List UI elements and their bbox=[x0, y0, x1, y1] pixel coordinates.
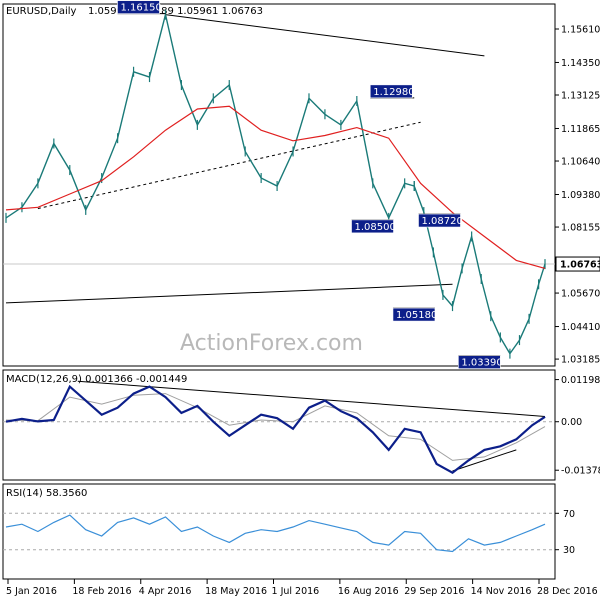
price-y-tick-label: 1.10640 bbox=[561, 157, 600, 168]
x-tick-label: 16 Aug 2016 bbox=[338, 586, 399, 597]
current-price-box bbox=[555, 256, 600, 272]
price-callouts: 1.16150 1.12980 1.08500 1.08720 1.05180 1.033… bbox=[117, 0, 503, 369]
ohlc-label: 1.05998 1.07189 1.05961 1.06763 bbox=[88, 6, 263, 17]
callout-box bbox=[392, 307, 436, 322]
rsi-y-tick-label: 30 bbox=[563, 545, 575, 556]
watermark: ActionForex.com bbox=[180, 331, 363, 356]
callout-label: 1.16150 bbox=[120, 3, 161, 14]
macd-panel-frame bbox=[2, 369, 556, 481]
callout-label: 1.08720 bbox=[421, 216, 462, 227]
price-trendline bbox=[5, 283, 453, 304]
x-tick-label: 28 Dec 2016 bbox=[537, 586, 598, 597]
rsi-y-axis: 70 30 bbox=[3, 509, 575, 556]
callout-box bbox=[117, 0, 160, 14]
price-y-tick-label: 1.05670 bbox=[561, 289, 600, 300]
price-y-tick-label: 1.11865 bbox=[561, 124, 600, 135]
macd-y-tick-label: 0.011982 bbox=[561, 375, 600, 386]
macd-panel: MACD(12,26,9) 0.001366 -0.001449 0.01198… bbox=[2, 369, 600, 481]
price-y-tick-label: 1.03185 bbox=[561, 355, 600, 366]
callout-box bbox=[418, 213, 461, 228]
price-y-tick-label: 1.09380 bbox=[561, 190, 600, 201]
macd-trendlines bbox=[77, 380, 546, 472]
price-trendlines bbox=[5, 14, 485, 304]
callout-label: 1.12980 bbox=[373, 87, 414, 98]
x-tick-label: 1 Jul 2016 bbox=[272, 586, 320, 597]
rsi-label: RSI(14) 58.3560 bbox=[6, 488, 87, 499]
macd-y-axis: 0.011982 0.00 -0.013788 bbox=[3, 375, 600, 477]
price-y-tick-label: 1.14350 bbox=[561, 58, 600, 69]
price-y-tick-label: 1.15610 bbox=[561, 24, 600, 35]
symbol-label: EURUSD,Daily bbox=[6, 6, 77, 17]
price-y-tick-label: 1.13125 bbox=[561, 91, 600, 102]
price-y-tick-label: 1.04410 bbox=[561, 322, 600, 333]
current-price-marker: 1.06763 bbox=[555, 256, 600, 272]
macd-signal-line bbox=[5, 393, 546, 461]
price-panel-frame bbox=[2, 3, 556, 367]
price-trendline bbox=[37, 121, 421, 210]
callout-box bbox=[458, 355, 501, 369]
price-y-tick-label: 1.08155 bbox=[561, 223, 600, 234]
x-tick-label: 29 Sep 2016 bbox=[404, 586, 464, 597]
x-tick-label: 4 Apr 2016 bbox=[139, 586, 192, 597]
price-trendline bbox=[165, 14, 485, 57]
macd-trendline bbox=[77, 380, 546, 417]
macd-y-tick-label: -0.013788 bbox=[561, 466, 600, 477]
current-price-label: 1.06763 bbox=[560, 260, 600, 271]
callout-label: 1.03390 bbox=[461, 358, 502, 369]
macd-series bbox=[5, 384, 546, 475]
callout-label: 1.05180 bbox=[396, 310, 437, 321]
price-panel: ActionForex.com EURUSD,Daily 1.05998 1.0… bbox=[2, 0, 600, 369]
callout-box bbox=[351, 219, 394, 234]
x-axis: 5 Jan 2016 18 Feb 2016 4 Apr 2016 18 May 20… bbox=[6, 579, 598, 597]
macd-trendline bbox=[452, 449, 517, 472]
rsi-line bbox=[5, 514, 546, 553]
x-tick-label: 18 May 2016 bbox=[205, 586, 267, 597]
x-tick-label: 5 Jan 2016 bbox=[6, 586, 57, 597]
price-series bbox=[5, 9, 546, 359]
x-tick-label: 18 Feb 2016 bbox=[72, 586, 131, 597]
rsi-panel: RSI(14) 58.3560 70 30 bbox=[2, 483, 575, 580]
macd-y-tick-label: 0.00 bbox=[561, 417, 582, 428]
macd-line bbox=[5, 384, 546, 475]
rsi-y-tick-label: 70 bbox=[563, 509, 575, 520]
x-tick-label: 14 Nov 2016 bbox=[471, 586, 532, 597]
rsi-series bbox=[5, 514, 546, 553]
callout-box bbox=[369, 84, 413, 99]
callout-label: 1.08500 bbox=[355, 222, 396, 233]
macd-label: MACD(12,26,9) 0.001366 -0.001449 bbox=[6, 374, 187, 385]
